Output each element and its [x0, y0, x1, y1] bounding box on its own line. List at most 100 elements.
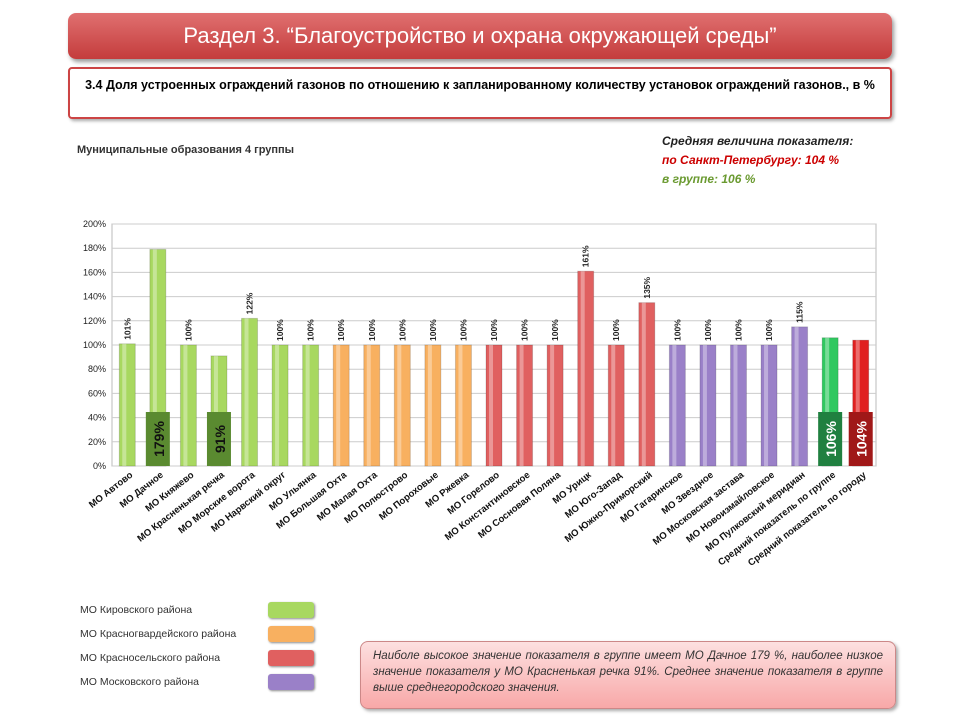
bar	[241, 317, 259, 467]
average-group: в группе: 106 %	[662, 172, 756, 186]
legend-item: МО Красногвардейского района	[80, 626, 314, 652]
bar	[179, 344, 197, 467]
bar-highlight	[213, 355, 218, 466]
bar-highlight	[122, 343, 127, 466]
legend-item: МО Кировского района	[80, 602, 314, 628]
bar-highlight	[855, 340, 860, 466]
bar	[638, 302, 656, 467]
value-label: 100%	[733, 319, 743, 341]
value-label: 179%	[151, 421, 167, 457]
legend-swatch	[268, 602, 314, 618]
value-label: 100%	[550, 319, 560, 341]
y-tick-label: 140%	[83, 292, 106, 302]
legend-item: МО Московского района	[80, 674, 314, 700]
bar	[302, 344, 320, 467]
bar-highlight	[611, 345, 616, 466]
value-label-box	[818, 412, 843, 466]
average-title: Средняя величина показателя:	[662, 134, 854, 148]
value-label: 100%	[458, 319, 468, 341]
value-label: 100%	[336, 319, 346, 341]
bar	[363, 344, 381, 467]
value-label: 135%	[642, 276, 652, 298]
value-label: 100%	[428, 319, 438, 341]
bar-highlight	[550, 345, 555, 466]
bar-highlight	[519, 345, 524, 466]
legend-label: МО Кировского района	[80, 604, 193, 616]
legend-swatch	[268, 650, 314, 666]
value-label: 115%	[795, 301, 805, 323]
bar	[271, 344, 289, 467]
bar	[485, 344, 503, 467]
value-label: 100%	[306, 319, 316, 341]
legend-label: МО Красногвардейского района	[80, 628, 237, 640]
value-label: 100%	[489, 319, 499, 341]
bar	[791, 326, 809, 467]
value-label: 100%	[703, 319, 713, 341]
bar-highlight	[427, 345, 432, 466]
legend: МО Кировского района МО Красногвардейско…	[80, 602, 314, 700]
y-tick-label: 120%	[83, 316, 106, 326]
bar-highlight	[397, 345, 402, 466]
average-box: Средняя величина показателя: по Санкт-Пе…	[662, 132, 853, 189]
bar	[546, 344, 564, 467]
value-label: 104%	[854, 421, 870, 457]
value-label: 100%	[275, 319, 285, 341]
bar-highlight	[641, 302, 646, 466]
value-label: 100%	[611, 319, 621, 341]
bar-highlight	[244, 318, 249, 466]
bar-highlight	[825, 337, 830, 466]
value-label: 161%	[581, 245, 591, 267]
value-label: 101%	[122, 318, 132, 340]
y-tick-label: 180%	[83, 243, 106, 253]
bar-highlight	[275, 345, 280, 466]
y-tick-label: 100%	[83, 340, 106, 350]
section-title: Раздел 3. “Благоустройство и охрана окру…	[68, 13, 892, 59]
value-label: 122%	[245, 292, 255, 314]
group-label: Муниципальные образования 4 группы	[77, 144, 295, 156]
bar	[332, 344, 350, 467]
value-label-box	[145, 412, 170, 466]
y-tick-label: 20%	[88, 437, 106, 447]
y-tick-label: 160%	[83, 267, 106, 277]
conclusion-note: Наиболе высокое значение показателя в гр…	[360, 641, 896, 709]
bar-highlight	[305, 345, 310, 466]
value-label: 100%	[397, 319, 407, 341]
bar	[729, 344, 747, 467]
bar-highlight	[366, 345, 371, 466]
bar	[118, 343, 136, 467]
bar-highlight	[336, 345, 341, 466]
bar-highlight	[458, 345, 463, 466]
bar-highlight	[733, 345, 738, 466]
bar-highlight	[580, 271, 585, 466]
value-label: 100%	[672, 319, 682, 341]
bar	[668, 344, 686, 467]
y-tick-label: 200%	[83, 219, 106, 229]
bar-highlight	[702, 345, 707, 466]
value-label-box	[848, 412, 873, 466]
y-tick-label: 60%	[88, 388, 106, 398]
chart-subtitle: 3.4 Доля устроенных ограждений газонов п…	[68, 67, 892, 119]
bar-highlight	[152, 249, 157, 466]
bar-highlight	[489, 345, 493, 466]
bar	[424, 344, 442, 467]
value-label: 100%	[367, 319, 377, 341]
bar	[393, 344, 411, 467]
bar	[516, 344, 534, 467]
value-label: 106%	[823, 421, 839, 457]
y-tick-label: 40%	[88, 413, 106, 423]
value-label-box	[206, 412, 231, 466]
legend-swatch	[268, 674, 314, 690]
value-label: 91%	[212, 424, 228, 453]
bar	[454, 344, 472, 467]
legend-label: МО Московского района	[80, 676, 199, 688]
y-tick-label: 80%	[88, 364, 106, 374]
legend-item: МО Красносельского района	[80, 650, 314, 676]
value-label: 100%	[520, 319, 530, 341]
bar	[577, 270, 595, 467]
legend-swatch	[268, 626, 314, 642]
bar-highlight	[672, 345, 677, 466]
value-label: 100%	[183, 319, 193, 341]
legend-label: МО Красносельского района	[80, 652, 221, 664]
bar	[699, 344, 717, 467]
